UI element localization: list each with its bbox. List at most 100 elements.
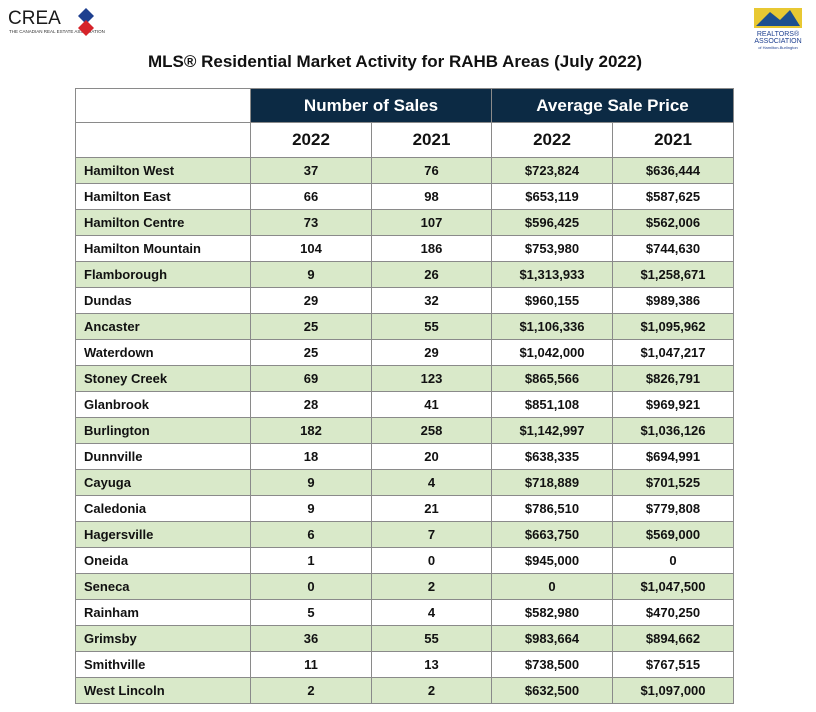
data-row: Hamilton West 37 76 $723,824 $636,444 [75, 157, 734, 184]
area-name: Hagersville [75, 521, 251, 548]
cell: 186 [371, 235, 492, 262]
cell: $826,791 [612, 365, 734, 392]
area-name: Burlington [75, 417, 251, 444]
area-name: Flamborough [75, 261, 251, 288]
cell: 13 [371, 651, 492, 678]
cell: $753,980 [491, 235, 613, 262]
cell: 29 [250, 287, 372, 314]
cell: $562,006 [612, 209, 734, 236]
cell: $1,042,000 [491, 339, 613, 366]
cell: 25 [250, 313, 372, 340]
cell: $1,142,997 [491, 417, 613, 444]
data-row: Smithville 11 13 $738,500 $767,515 [75, 651, 734, 678]
cell: $851,108 [491, 391, 613, 418]
cell: $786,510 [491, 495, 613, 522]
cell: $587,625 [612, 183, 734, 210]
cell: 26 [371, 261, 492, 288]
cell: $653,119 [491, 183, 613, 210]
cell: 37 [250, 157, 372, 184]
cell: $1,036,126 [612, 417, 734, 444]
cell: 66 [250, 183, 372, 210]
area-name: Seneca [75, 573, 251, 600]
cell: 32 [371, 287, 492, 314]
data-row: Hamilton East 66 98 $653,119 $587,625 [75, 183, 734, 210]
cell: $582,980 [491, 599, 613, 626]
cell: 2 [371, 573, 492, 600]
cell: $779,808 [612, 495, 734, 522]
area-name: Waterdown [75, 339, 251, 366]
cell: 11 [250, 651, 372, 678]
logo-badge [756, 10, 800, 26]
data-row: Hamilton Mountain 104 186 $753,980 $744,630 [75, 235, 734, 262]
rahb-line: ASSOCIATION [754, 38, 801, 45]
corner-cell [75, 88, 251, 123]
cell: $1,106,336 [491, 313, 613, 340]
cell: 0 [371, 547, 492, 574]
area-name: Glanbrook [75, 391, 251, 418]
cell: 20 [371, 443, 492, 470]
cell: 28 [250, 391, 372, 418]
logo-diamond [78, 8, 94, 24]
cell: 2 [371, 677, 492, 704]
area-name: Cayuga [75, 469, 251, 496]
rahb-line: of Hamilton-Burlington [758, 45, 798, 50]
cell: $1,097,000 [612, 677, 734, 704]
cell: 6 [250, 521, 372, 548]
cell: 9 [250, 495, 372, 522]
data-row: Hamilton Centre 73 107 $596,425 $562,006 [75, 209, 734, 236]
data-row: Ancaster 25 55 $1,106,336 $1,095,962 [75, 313, 734, 340]
cell: 36 [250, 625, 372, 652]
data-row: Flamborough 9 26 $1,313,933 $1,258,671 [75, 261, 734, 288]
cell: $738,500 [491, 651, 613, 678]
crea-tagline: THE CANADIAN REAL ESTATE ASSOCIATION [9, 29, 105, 34]
cell: 0 [250, 573, 372, 600]
area-name: Hamilton East [75, 183, 251, 210]
group-header: Average Sale Price [491, 88, 734, 123]
data-row: West Lincoln 2 2 $632,500 $1,097,000 [75, 677, 734, 704]
area-name: Hamilton West [75, 157, 251, 184]
cell: $470,250 [612, 599, 734, 626]
cell: 18 [250, 443, 372, 470]
cell: 41 [371, 391, 492, 418]
cell: 29 [371, 339, 492, 366]
cell: $767,515 [612, 651, 734, 678]
data-row: Dunnville 18 20 $638,335 $694,991 [75, 443, 734, 470]
cell: 4 [371, 599, 492, 626]
cell: 76 [371, 157, 492, 184]
cell: 123 [371, 365, 492, 392]
data-row: Seneca 0 2 0 $1,047,500 [75, 573, 734, 600]
cell: 9 [250, 261, 372, 288]
market-table: Number of Sales Average Sale Price 20 2 2 202… [75, 88, 734, 704]
cell: $718,889 [491, 469, 613, 496]
cell: $638,335 [491, 443, 613, 470]
cell: $569,000 [612, 521, 734, 548]
cell: 4 [371, 469, 492, 496]
crea-name: CREA [8, 8, 61, 29]
data-row: Hagersville 6 7 $663,750 $569,000 [75, 521, 734, 548]
cell: $865,566 [491, 365, 613, 392]
cell: $663,750 [491, 521, 613, 548]
year-header: 2021 [612, 122, 734, 158]
cell: $723,824 [491, 157, 613, 184]
data-row: Grimsby 36 55 $983,664 $894,662 [75, 625, 734, 652]
cell: $744,630 [612, 235, 734, 262]
data-row: Dundas 29 32 $960,155 $989,386 [75, 287, 734, 314]
data-row: Rainham 5 4 $582,980 $470,250 [75, 599, 734, 626]
cell: $969,921 [612, 391, 734, 418]
cell: 7 [371, 521, 492, 548]
rahb-logo: REALTORS® ASSOCIATION of Hamilton-Burlin… [754, 8, 802, 50]
cell: 55 [371, 313, 492, 340]
group-header: Number of Sales [250, 88, 492, 123]
area-name: Stoney Creek [75, 365, 251, 392]
cell: 5 [250, 599, 372, 626]
data-row: Stoney Creek 69 123 $865,566 $826,791 [75, 365, 734, 392]
cell: $636,444 [612, 157, 734, 184]
cell: $1,313,933 [491, 261, 613, 288]
group-row: Number of Sales Average Sale Price [75, 88, 734, 123]
area-name: Grimsby [75, 625, 251, 652]
cell: 55 [371, 625, 492, 652]
cell: $1,047,500 [612, 573, 734, 600]
area-name: Dundas [75, 287, 251, 314]
data-row: Caledonia 9 21 $786,510 $779,808 [75, 495, 734, 522]
